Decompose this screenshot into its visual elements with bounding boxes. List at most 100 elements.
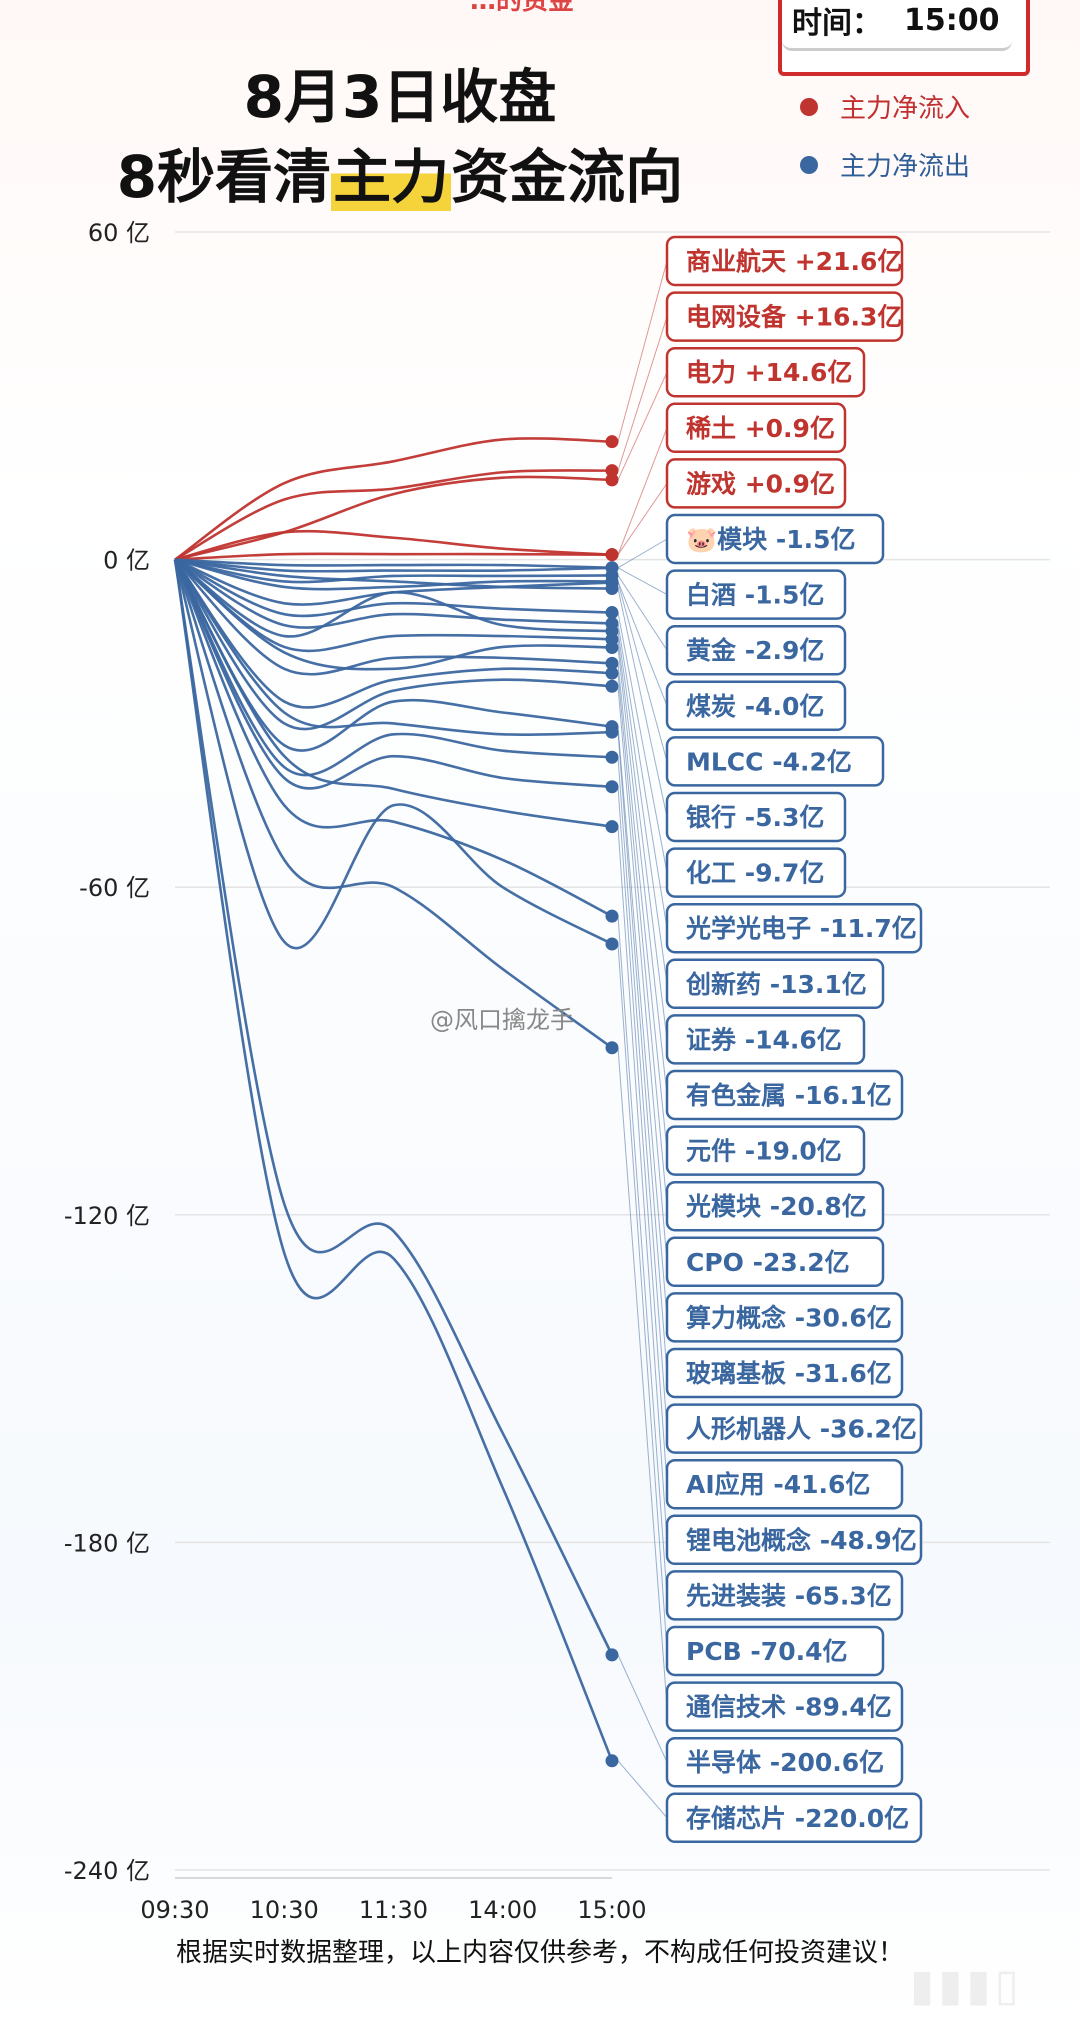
series-label: 光学光电子 -11.7亿 (685, 914, 917, 943)
corner-watermark: ▮▮▮▯ (910, 1960, 1023, 2011)
series-label-box (665, 1403, 923, 1454)
series-label: 黄金 -2.9亿 (686, 636, 824, 665)
series-end-dot (605, 820, 619, 834)
series-end-dot (605, 435, 619, 449)
series-label: 煤炭 -4.0亿 (686, 692, 824, 721)
leader-line (617, 588, 668, 818)
leader-line (617, 647, 668, 1096)
x-tick-label: 15:00 (577, 1896, 646, 1924)
outflow-dot-icon (800, 155, 818, 174)
series-label-box (665, 1458, 904, 1510)
series-label-box (665, 1180, 885, 1232)
series-label: 存储芯片 -220.0亿 (686, 1804, 909, 1833)
series-label-box (665, 569, 847, 620)
x-tick-label: 14:00 (468, 1896, 537, 1924)
series-label: 白酒 -1.5亿 (686, 581, 824, 610)
series-label-box (665, 1347, 904, 1399)
leader-line (617, 575, 668, 651)
leader-line (617, 663, 668, 1151)
legend-inflow: 主力净流入 (800, 88, 970, 125)
time-label: 时间： (792, 6, 882, 41)
series-label: 元件 -19.0亿 (686, 1137, 842, 1166)
series-line (174, 469, 613, 561)
series-line (173, 559, 613, 1049)
y-tick-label: -60 亿 (79, 874, 150, 902)
series-label-box (665, 902, 923, 954)
series-end-dot (605, 750, 619, 764)
series-line (173, 558, 613, 736)
leader-line (617, 757, 668, 1429)
series-label: 电力 +14.6亿 (686, 358, 852, 387)
series-end-dot (605, 606, 619, 620)
inflow-dot-icon (800, 97, 818, 116)
series-label-box (665, 624, 847, 676)
y-tick-label: -240 亿 (64, 1857, 150, 1885)
leader-line (617, 639, 668, 1040)
series-label: AI应用 -41.6亿 (686, 1470, 870, 1499)
series-line (174, 475, 613, 561)
series-label: 创新药 -13.1亿 (685, 970, 867, 999)
series-label: 人形机器人 -36.2亿 (686, 1415, 917, 1444)
series-label: 银行 -5.3亿 (686, 803, 824, 832)
x-tick-label: 10:30 (250, 1896, 319, 1924)
series-label-box (665, 736, 885, 787)
series-line (174, 558, 613, 653)
series-end-dot (605, 473, 619, 487)
leader-line (617, 371, 668, 481)
leader-line (617, 1760, 668, 1819)
leader-line (617, 686, 668, 1262)
series-label: 锂电池概念 -48.9亿 (686, 1526, 917, 1555)
series-label: 🐷模块 -1.5亿 (686, 525, 856, 554)
series-label-box (665, 847, 847, 898)
time-display: 时间： 15:00 (782, 0, 1012, 51)
series-label: CPO -23.2亿 (686, 1248, 850, 1277)
x-tick-label: 09:30 (140, 1896, 209, 1924)
series-label: 光模块 -20.8亿 (685, 1192, 867, 1221)
top-cut-text: …的资金 (470, 0, 575, 16)
series-line (174, 558, 613, 638)
page-title: 8月3日收盘 (243, 63, 557, 131)
series-line (174, 558, 613, 671)
series-label-box (665, 1292, 904, 1343)
watermark: @风口擒龙手 (430, 1006, 574, 1034)
series-line (173, 559, 614, 1656)
series-label: 商业航天 +21.6亿 (686, 247, 902, 276)
series-label-box (665, 1625, 885, 1677)
series-line (174, 558, 613, 573)
page-subtitle: 8秒看清主力资金流向 (0, 130, 800, 214)
leader-line (617, 538, 668, 569)
series-label-box (665, 1736, 904, 1788)
y-tick-label: 0 亿 (103, 547, 150, 575)
subtitle-pre: 8秒看清 (116, 143, 332, 211)
series-label: 稀土 +0.9亿 (686, 414, 835, 443)
series-end-dot (605, 641, 619, 655)
series-end-dot (605, 464, 619, 478)
series-label-box (665, 1125, 866, 1176)
leader-line (617, 726, 668, 1318)
series-line (173, 558, 613, 731)
leader-line (617, 623, 668, 929)
series-line (173, 559, 613, 918)
series-label: 游戏 +0.9亿 (686, 469, 835, 498)
series-line (173, 558, 613, 777)
subtitle-highlight: 主力 (331, 143, 452, 211)
series-label: 玻璃基板 -31.6亿 (686, 1359, 892, 1388)
series-label: 算力概念 -30.6亿 (686, 1303, 892, 1332)
series-line (173, 559, 613, 790)
series-label: 化工 -9.7亿 (686, 859, 824, 888)
series-label-box (665, 513, 885, 565)
time-box: 时间： 15:00 (778, 0, 1030, 76)
series-line (174, 558, 613, 584)
leader-line (617, 582, 668, 762)
series-label-box (665, 1236, 885, 1288)
series-label: 有色金属 -16.1亿 (686, 1081, 892, 1110)
leader-line (617, 826, 668, 1540)
series-line (174, 529, 613, 561)
series-end-dot (605, 548, 619, 562)
series-label: 半导体 -200.6亿 (686, 1748, 884, 1777)
leader-line (617, 612, 668, 873)
series-label-box (665, 291, 904, 342)
series-line (174, 552, 613, 561)
series-end-dot (605, 1041, 619, 1055)
leader-line (617, 567, 668, 596)
